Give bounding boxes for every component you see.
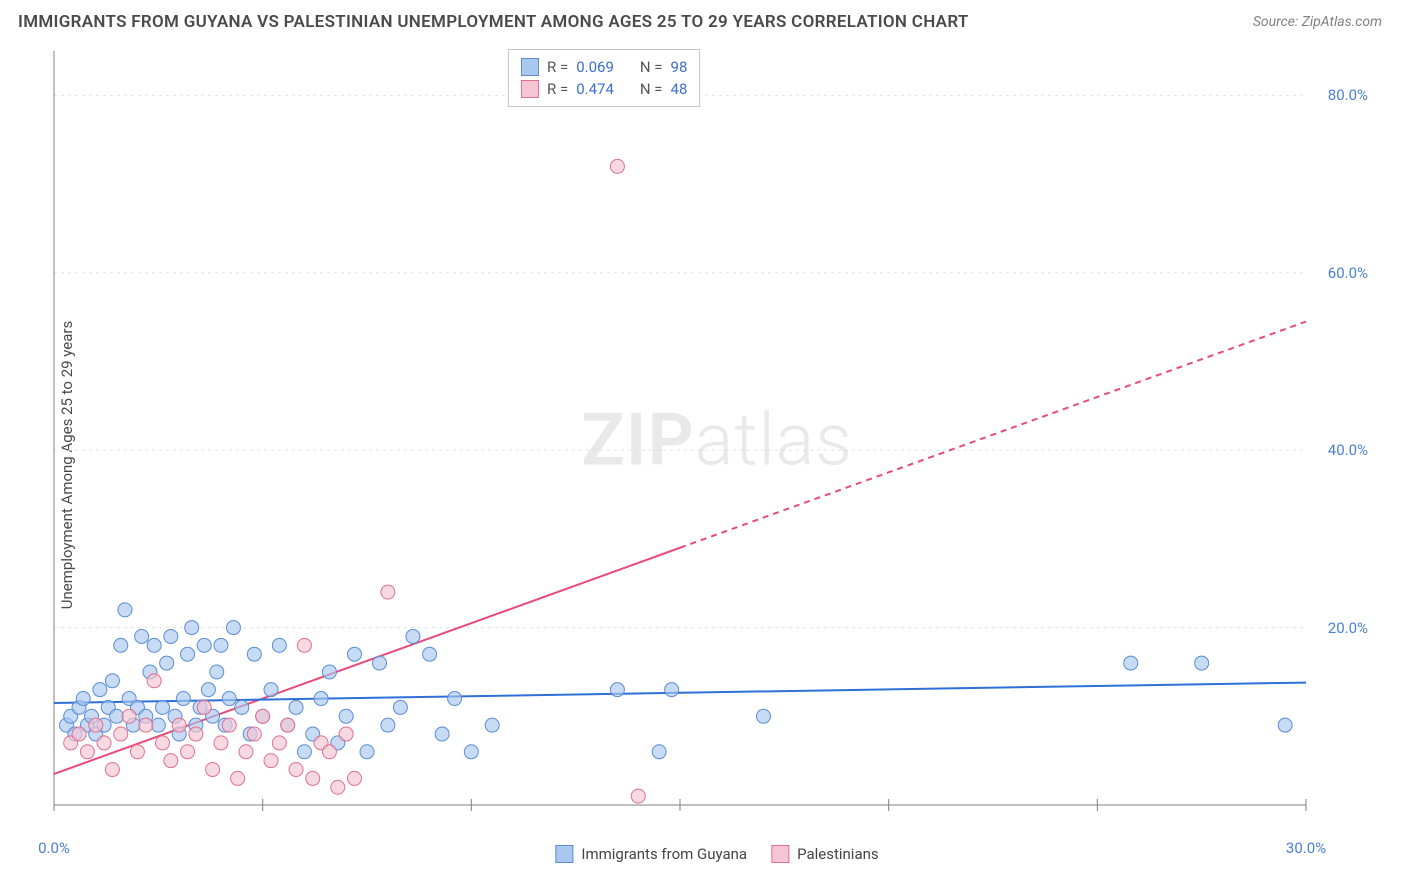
legend-label-guyana: Immigrants from Guyana bbox=[581, 845, 747, 863]
n-value-a: 98 bbox=[671, 58, 688, 76]
x-tick-label: 0.0% bbox=[38, 839, 70, 857]
bottom-legend: Immigrants from Guyana Palestinians bbox=[555, 845, 878, 863]
y-tick-label: 20.0% bbox=[1328, 619, 1368, 637]
legend-row-a: R = 0.069 N = 98 bbox=[521, 56, 687, 78]
n-value-b: 48 bbox=[671, 80, 688, 98]
stats-legend: R = 0.069 N = 98 R = 0.474 N = 48 bbox=[508, 49, 700, 107]
swatch-palestinian-icon bbox=[771, 845, 789, 863]
scatter-plot bbox=[48, 45, 1386, 835]
legend-item-guyana: Immigrants from Guyana bbox=[555, 845, 747, 863]
chart-title: IMMIGRANTS FROM GUYANA VS PALESTINIAN UN… bbox=[18, 12, 969, 32]
r-value-a: 0.069 bbox=[576, 58, 614, 76]
chart-area: Unemployment Among Ages 25 to 29 years Z… bbox=[48, 45, 1386, 835]
y-tick-label: 40.0% bbox=[1328, 441, 1368, 459]
y-tick-label: 60.0% bbox=[1328, 264, 1368, 282]
r-label: R = bbox=[547, 80, 568, 98]
swatch-guyana-icon bbox=[555, 845, 573, 863]
legend-label-palestinian: Palestinians bbox=[797, 845, 879, 863]
x-tick-label: 30.0% bbox=[1286, 839, 1326, 857]
n-label: N = bbox=[640, 80, 663, 98]
swatch-palestinian bbox=[521, 80, 539, 98]
legend-item-palestinian: Palestinians bbox=[771, 845, 879, 863]
legend-row-b: R = 0.474 N = 48 bbox=[521, 78, 687, 100]
n-label: N = bbox=[640, 58, 663, 76]
y-tick-label: 80.0% bbox=[1328, 86, 1368, 104]
source-label: Source: ZipAtlas.com bbox=[1253, 14, 1382, 30]
swatch-guyana bbox=[521, 58, 539, 76]
r-value-b: 0.474 bbox=[576, 80, 614, 98]
r-label: R = bbox=[547, 58, 568, 76]
